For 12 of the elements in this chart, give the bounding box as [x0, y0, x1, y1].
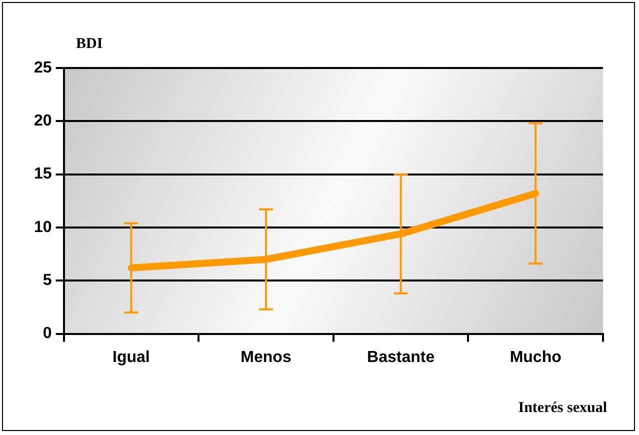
- y-tick-label: 20: [34, 112, 52, 130]
- y-tick-label: 0: [42, 325, 52, 342]
- x-tick-label: Mucho: [510, 348, 562, 366]
- x-axis-title: Interés sexual: [518, 400, 607, 417]
- x-tick-label: Igual: [112, 348, 150, 366]
- y-tick-label: 15: [34, 166, 52, 183]
- y-tick-label: 10: [34, 218, 52, 236]
- x-tick-label: Menos: [240, 348, 292, 366]
- y-axis-title: BDI: [76, 36, 103, 53]
- y-tick-label: 25: [34, 59, 52, 76]
- x-tick-label: Bastante: [367, 348, 435, 366]
- y-tick-label: 5: [42, 272, 52, 290]
